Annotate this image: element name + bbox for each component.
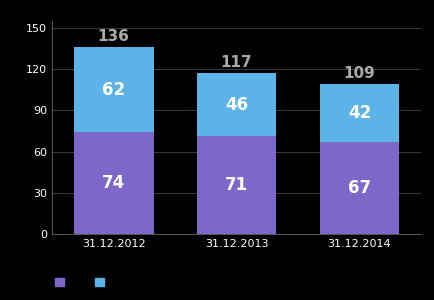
Text: 42: 42	[348, 104, 371, 122]
Text: 46: 46	[225, 96, 248, 114]
Text: 136: 136	[98, 29, 129, 44]
Bar	[74, 47, 154, 132]
Bar	[319, 84, 399, 142]
Text: 62: 62	[102, 81, 125, 99]
Text: 71: 71	[225, 176, 248, 194]
Text: 117: 117	[221, 56, 252, 70]
Bar	[197, 136, 276, 234]
Text: 109: 109	[344, 67, 375, 82]
Bar	[74, 132, 154, 234]
Bar	[197, 73, 276, 136]
Text: 67: 67	[348, 179, 371, 197]
Text: 74: 74	[102, 174, 125, 192]
Legend: , : ,	[50, 273, 112, 292]
Bar	[319, 142, 399, 234]
